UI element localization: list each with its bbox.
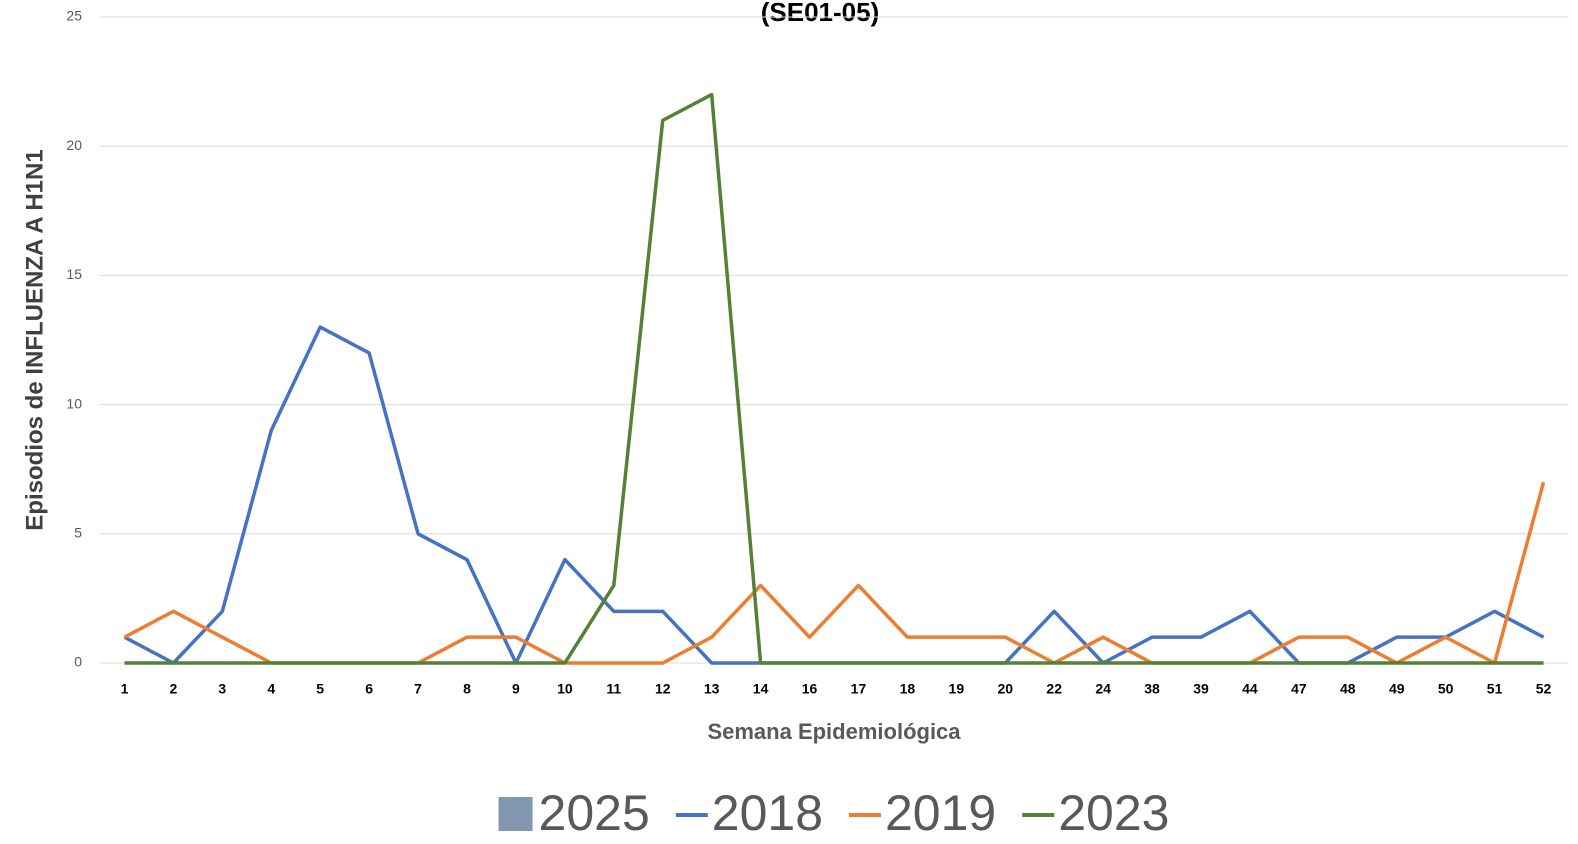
y-tick-label: 20 bbox=[66, 137, 82, 153]
x-tick-label: 17 bbox=[851, 681, 867, 697]
x-tick-label: 48 bbox=[1340, 681, 1356, 697]
y-tick-label: 5 bbox=[74, 525, 82, 541]
x-tick-label: 1 bbox=[121, 681, 129, 697]
x-tick-label: 8 bbox=[463, 681, 471, 697]
x-tick-label: 4 bbox=[267, 681, 275, 697]
legend-label: 2018 bbox=[712, 785, 823, 841]
y-tick-label: 0 bbox=[74, 654, 82, 670]
x-tick-label: 5 bbox=[316, 681, 324, 697]
legend-label: 2025 bbox=[539, 785, 650, 841]
line-series bbox=[123, 481, 1546, 665]
x-tick-label: 24 bbox=[1095, 681, 1111, 697]
x-tick-label: 44 bbox=[1242, 681, 1258, 697]
x-tick-label: 20 bbox=[997, 681, 1013, 697]
x-tick-label: 47 bbox=[1291, 681, 1307, 697]
x-tick-label: 14 bbox=[753, 681, 769, 697]
y-tick-label: 25 bbox=[66, 8, 82, 24]
legend-label: 2023 bbox=[1058, 785, 1169, 841]
x-tick-label: 50 bbox=[1438, 681, 1454, 697]
x-tick-label: 3 bbox=[218, 681, 226, 697]
x-tick-label: 52 bbox=[1536, 681, 1552, 697]
x-tick-label: 18 bbox=[900, 681, 916, 697]
line-series bbox=[124, 92, 1544, 665]
x-tick-label: 19 bbox=[949, 681, 965, 697]
x-tick-label: 12 bbox=[655, 681, 671, 697]
x-tick-label: 51 bbox=[1487, 681, 1503, 697]
x-tick-label: 16 bbox=[802, 681, 818, 697]
x-tick-label: 9 bbox=[512, 681, 520, 697]
chart-title: (SE01-05) bbox=[761, 0, 880, 27]
x-tick-label: 39 bbox=[1193, 681, 1209, 697]
x-axis-label: Semana Epidemiológica bbox=[707, 719, 961, 744]
legend-swatch bbox=[498, 797, 533, 831]
x-tick-label: 2 bbox=[170, 681, 178, 697]
x-tick-label: 10 bbox=[557, 681, 573, 697]
x-tick-label: 38 bbox=[1144, 681, 1160, 697]
x-tick-label: 11 bbox=[606, 681, 621, 697]
y-tick-label: 15 bbox=[66, 266, 82, 282]
x-tick-label: 22 bbox=[1046, 681, 1062, 697]
x-tick-label: 7 bbox=[414, 681, 422, 697]
x-tick-label: 13 bbox=[704, 681, 720, 697]
legend-label: 2019 bbox=[885, 785, 996, 841]
x-tick-label: 6 bbox=[365, 681, 373, 697]
y-axis-label: Episodios de INFLUENZA A H1N1 bbox=[21, 149, 48, 530]
x-tick-label: 49 bbox=[1389, 681, 1405, 697]
y-tick-label: 10 bbox=[66, 395, 82, 411]
legend: 2025 2018 2019 2023 bbox=[498, 785, 1169, 841]
